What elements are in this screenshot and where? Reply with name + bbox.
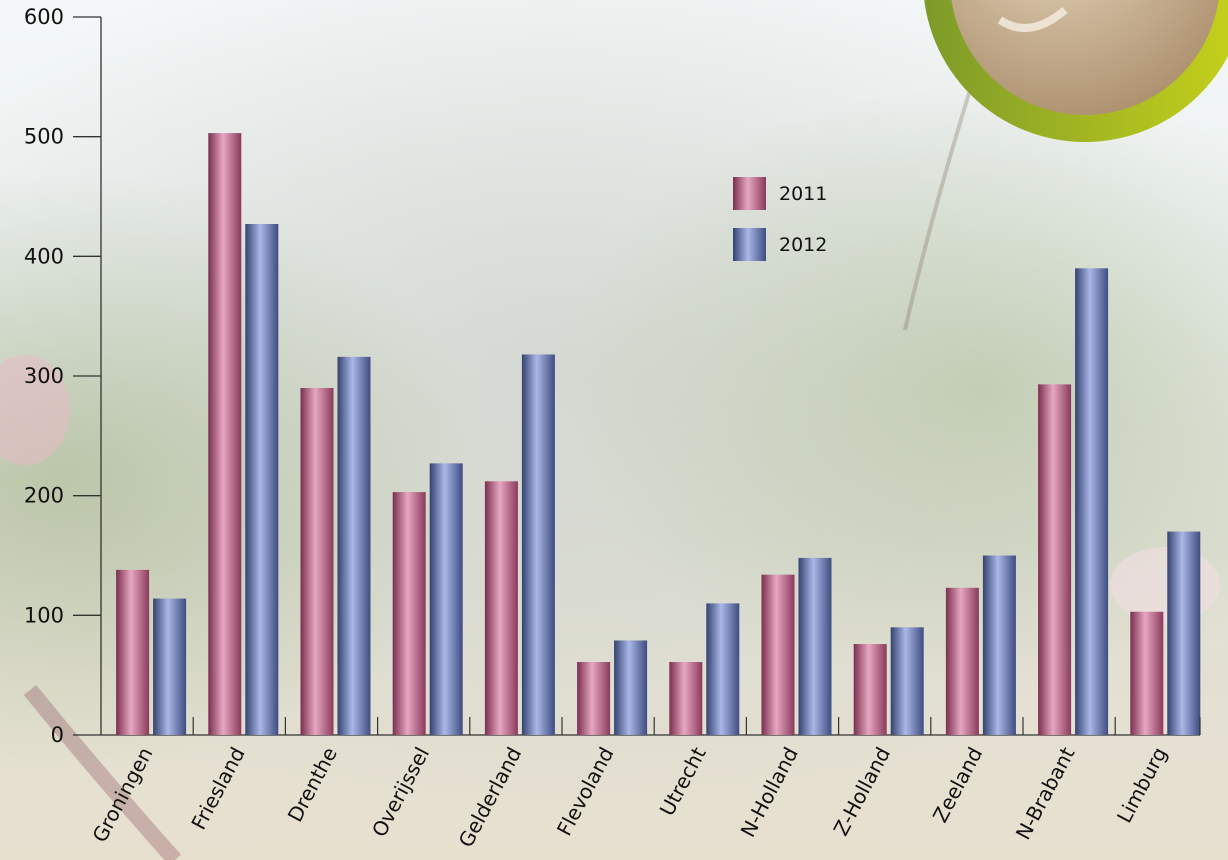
x-tick-marks — [192, 717, 1201, 735]
bar-2012-utrecht — [706, 603, 740, 735]
y-tick-label: 100 — [24, 603, 64, 627]
bar-2011-groningen — [116, 569, 150, 735]
bar-2012-n-holland — [798, 557, 832, 735]
y-tick-label: 400 — [24, 244, 64, 268]
bar-2012-zeeland — [982, 555, 1016, 735]
legend: 2011 2012 — [733, 177, 827, 261]
y-ticks: 0 100 200 300 400 500 600 — [24, 5, 101, 747]
legend-label-2012: 2012 — [779, 234, 827, 256]
bar-2012-groningen — [153, 598, 187, 735]
bar-2011-overijssel — [392, 492, 426, 735]
bar-2011-friesland — [208, 133, 242, 735]
y-tick-label: 600 — [24, 5, 64, 29]
y-tick-label: 500 — [24, 125, 64, 149]
legend-swatch-2012 — [733, 228, 766, 261]
bar-2011-gelderland — [484, 481, 518, 735]
bar-2012-overijssel — [429, 463, 463, 735]
bar-2011-n-brabant — [1038, 384, 1072, 735]
bar-2012-flevoland — [614, 640, 648, 735]
bar-2012-gelderland — [521, 354, 555, 735]
bar-2011-flevoland — [577, 662, 611, 735]
bar-2012-n-brabant — [1075, 268, 1109, 735]
bar-2011-zeeland — [945, 587, 979, 735]
bar-2011-n-holland — [761, 574, 795, 735]
y-tick-label: 0 — [51, 723, 64, 747]
y-tick-label: 300 — [24, 364, 64, 388]
bar-2011-z-holland — [853, 644, 887, 735]
bar-2011-limburg — [1130, 611, 1164, 735]
y-tick-label: 200 — [24, 484, 64, 508]
bar-2012-z-holland — [890, 627, 924, 735]
bar-2011-drenthe — [300, 387, 334, 735]
bar-2011-utrecht — [669, 662, 703, 735]
bar-2012-limburg — [1167, 531, 1201, 735]
bar-2012-friesland — [245, 224, 279, 736]
corner-photo-badge — [924, 0, 1228, 142]
bar-2012-drenthe — [337, 356, 371, 735]
legend-swatch-2011 — [733, 177, 766, 210]
bars — [116, 133, 1201, 736]
legend-label-2011: 2011 — [779, 183, 827, 205]
